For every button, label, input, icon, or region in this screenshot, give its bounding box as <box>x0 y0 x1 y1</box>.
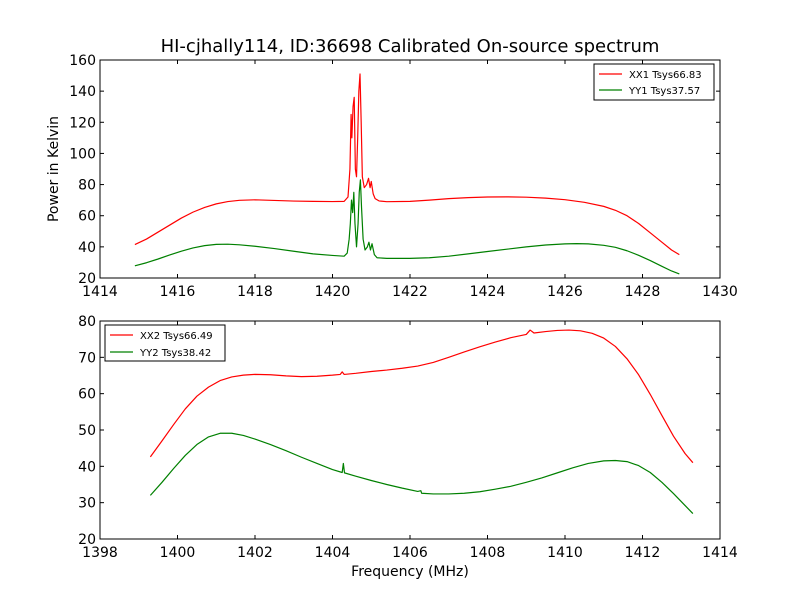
y-tick-label: 80 <box>78 314 96 330</box>
x-tick-label: 1416 <box>160 284 196 300</box>
y-tick-label: 50 <box>78 423 96 439</box>
x-tick-label: 1410 <box>547 545 583 561</box>
axes-top-series <box>134 73 680 275</box>
axes-top: 1414 1416 1418 1420 1422 1424 1426 1428 1430 20 40… <box>46 53 738 300</box>
y-tick-label: 60 <box>78 387 96 403</box>
x-tick-label: 1428 <box>625 284 661 300</box>
y-tick-label: 120 <box>69 115 96 131</box>
legend-top: XX1 Tsys66.83 YY1 Tsys37.57 <box>593 63 715 101</box>
legend-top-frame <box>593 63 715 101</box>
x-tick-label: 1414 <box>82 284 118 300</box>
y-tick-label: 80 <box>78 178 96 194</box>
legend-label-xx1: XX1 Tsys66.83 <box>629 70 702 81</box>
y-tick-label: 70 <box>78 350 96 366</box>
x-tick-label: 1402 <box>237 545 273 561</box>
series-line-1-xx <box>134 73 680 256</box>
axes-top-frame <box>99 59 721 279</box>
legend-label-yy2: YY2 Tsys38.42 <box>139 348 211 359</box>
legend-label-yy1: YY1 Tsys37.57 <box>628 86 700 97</box>
series-line-1-yy <box>134 179 680 275</box>
y-tick-label: 20 <box>78 271 96 287</box>
x-tick-label: 1400 <box>160 545 196 561</box>
y-tick-label: 20 <box>78 532 96 548</box>
x-tick-label: 1404 <box>315 545 351 561</box>
x-tick-label: 1418 <box>237 284 273 300</box>
x-tick-label: 1430 <box>702 284 738 300</box>
y-axis-label-top: Power in Kelvin <box>46 116 62 222</box>
legend-bottom-frame <box>104 324 226 362</box>
x-axis-label-bottom: Frequency (MHz) <box>351 564 469 580</box>
x-tick-label: 1422 <box>392 284 428 300</box>
axes-top-ticks: 1414 1416 1418 1420 1422 1424 1426 1428 1430 20 40… <box>69 53 738 300</box>
axes-bottom-series <box>149 329 694 514</box>
y-tick-label: 30 <box>78 496 96 512</box>
x-tick-label: 1398 <box>82 545 118 561</box>
x-tick-label: 1424 <box>470 284 506 300</box>
x-tick-label: 1420 <box>315 284 351 300</box>
series-line-2-xx <box>149 329 694 464</box>
x-tick-label: 1408 <box>470 545 506 561</box>
legend-bottom: XX2 Tsys66.49 YY2 Tsys38.42 <box>104 324 226 362</box>
figure-title: HI-cjhally114, ID:36698 Calibrated On-so… <box>161 36 660 57</box>
x-tick-label: 1406 <box>392 545 428 561</box>
legend-label-xx2: XX2 Tsys66.49 <box>140 331 213 342</box>
x-tick-label: 1412 <box>625 545 661 561</box>
x-tick-label: 1414 <box>702 545 738 561</box>
x-tick-label: 1426 <box>547 284 583 300</box>
y-tick-label: 140 <box>69 84 96 100</box>
y-tick-label: 160 <box>69 53 96 69</box>
axes-bottom-ticks: 1398 1400 1402 1404 1406 1408 1410 1412 1414 20 30… <box>78 314 738 561</box>
axes-bottom-frame <box>99 320 721 540</box>
y-tick-label: 40 <box>78 240 96 256</box>
series-line-2-yy <box>149 432 694 514</box>
y-tick-label: 60 <box>78 209 96 225</box>
axes-bottom: 1398 1400 1402 1404 1406 1408 1410 1412 1414 20 30… <box>78 314 738 580</box>
y-tick-label: 40 <box>78 459 96 475</box>
y-tick-label: 100 <box>69 146 96 162</box>
